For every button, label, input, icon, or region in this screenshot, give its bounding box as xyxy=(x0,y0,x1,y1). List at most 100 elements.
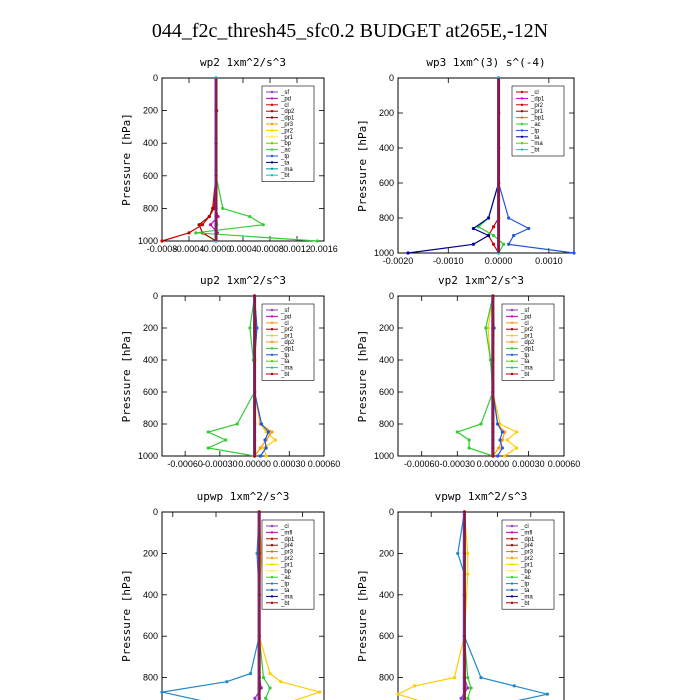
data-point xyxy=(469,686,473,690)
x-tick-label: 0.0012 xyxy=(283,244,311,254)
legend-marker xyxy=(510,524,514,528)
legend-label: _tp xyxy=(530,128,540,134)
panel-5: upwp 1xm^2/s^3 Pressure [hPa] 0 200 400 600 80… xyxy=(120,490,325,700)
x-tick-label: -0.00060 xyxy=(404,459,440,469)
plot-frame xyxy=(161,295,325,457)
data-point xyxy=(512,233,516,238)
panel-6: vpwp 1xm^2/s^3 Pressure [hPa] 0 200 400 600 80… xyxy=(356,490,565,700)
legend-marker xyxy=(270,595,274,598)
data-point xyxy=(253,696,257,700)
data-point xyxy=(505,438,509,442)
x-tick-label: 0.00030 xyxy=(273,459,306,469)
legend-marker xyxy=(520,129,524,132)
y-tick-label: 400 xyxy=(379,355,394,365)
panel-title: vpwp 1xm^2/s^3 xyxy=(435,490,528,503)
legend-label: _pr4 xyxy=(280,543,294,549)
y-axis-label: Pressure [hPa] xyxy=(120,330,133,423)
legend-label: _cl xyxy=(280,321,289,327)
data-point xyxy=(512,684,516,688)
legend-label: _pr1 xyxy=(520,562,534,568)
legend-label: _sf xyxy=(280,90,289,96)
legend-marker xyxy=(270,154,274,158)
y-tick-label: 200 xyxy=(143,106,158,116)
data-point xyxy=(221,206,225,210)
legend-marker xyxy=(520,148,524,151)
data-point xyxy=(262,446,266,450)
x-tick-label: 0.00060 xyxy=(308,459,341,469)
data-point xyxy=(545,692,550,696)
legend-marker xyxy=(270,544,274,547)
data-point xyxy=(507,216,511,220)
legend-marker xyxy=(510,601,514,604)
legend-label: _ac xyxy=(520,575,531,581)
series-line-ta xyxy=(408,78,500,254)
legend-label: _ac xyxy=(280,575,291,581)
data-point xyxy=(527,226,531,231)
y-tick-label: 800 xyxy=(143,419,158,429)
x-tick-label: 0.0016 xyxy=(310,244,338,254)
y-tick-label: 200 xyxy=(143,548,158,558)
y-axis-label: Pressure [hPa] xyxy=(120,113,133,206)
legend-label: _dp1 xyxy=(520,537,535,543)
legend-marker xyxy=(270,116,274,119)
y-tick-label: 1000 xyxy=(138,236,158,246)
legend-marker xyxy=(520,116,524,119)
data-point xyxy=(259,422,264,426)
legend-label: _ac xyxy=(280,148,291,154)
legend-marker xyxy=(270,582,274,585)
legend-label: _cl xyxy=(520,524,529,530)
legend-label: _pr2 xyxy=(280,327,294,333)
y-tick-label: 800 xyxy=(379,213,394,223)
y-tick-label: 600 xyxy=(143,387,158,397)
data-point xyxy=(406,251,410,255)
legend-marker xyxy=(510,550,514,553)
legend-marker xyxy=(270,167,274,170)
legend-marker xyxy=(270,347,274,350)
legend-label: _sf xyxy=(520,308,529,314)
data-point xyxy=(491,225,496,229)
legend-box xyxy=(511,85,565,157)
legend-label: _tp xyxy=(520,582,530,588)
data-point xyxy=(514,430,519,434)
legend-label: _cl xyxy=(280,524,289,530)
legend-label: _ta xyxy=(530,135,540,141)
legend-label: _bp xyxy=(520,569,532,575)
legend-marker xyxy=(270,321,274,324)
plot-frame xyxy=(397,295,565,457)
legend-label: _mfl xyxy=(280,530,292,536)
data-point xyxy=(496,454,500,458)
legend-marker xyxy=(270,129,274,132)
panel-2: wp3 1xm^(3) s^(-4) Pressure [hPa] 0 200 400 6… xyxy=(356,56,576,266)
data-point xyxy=(264,454,268,458)
legend-label: _ta xyxy=(520,359,530,365)
data-point xyxy=(572,251,576,255)
legend-label: _pd xyxy=(520,314,531,320)
legend-marker xyxy=(270,360,274,363)
legend-marker xyxy=(270,576,274,579)
panel-title: upwp 1xm^2/s^3 xyxy=(197,490,290,503)
series-line-dp1 xyxy=(455,295,494,457)
y-tick-label: 400 xyxy=(143,138,158,148)
x-tick-label: -0.0020 xyxy=(383,256,414,266)
data-point xyxy=(466,572,470,576)
data-point xyxy=(500,438,504,442)
x-tick-label: 0.00000 xyxy=(477,459,510,469)
y-tick-label: 1000 xyxy=(374,451,394,461)
legend-label: _dp1 xyxy=(280,537,295,543)
data-point xyxy=(315,239,319,243)
y-tick-label: 400 xyxy=(143,355,158,365)
legend-marker xyxy=(270,161,274,164)
data-point xyxy=(160,690,164,694)
data-point xyxy=(498,422,502,426)
legend-marker xyxy=(520,135,524,138)
y-tick-label: 0 xyxy=(153,507,158,517)
data-point xyxy=(273,438,277,442)
data-point xyxy=(187,231,191,235)
panel-3: up2 1xm^2/s^3 Pressure [hPa] 0 200 400 600 800… xyxy=(120,274,340,469)
legend-box xyxy=(261,85,315,182)
legend-marker xyxy=(510,315,514,318)
data-point xyxy=(507,242,511,246)
legend-label: _dp1 xyxy=(530,96,545,102)
y-tick-label: 200 xyxy=(379,548,394,558)
data-point xyxy=(466,686,470,690)
